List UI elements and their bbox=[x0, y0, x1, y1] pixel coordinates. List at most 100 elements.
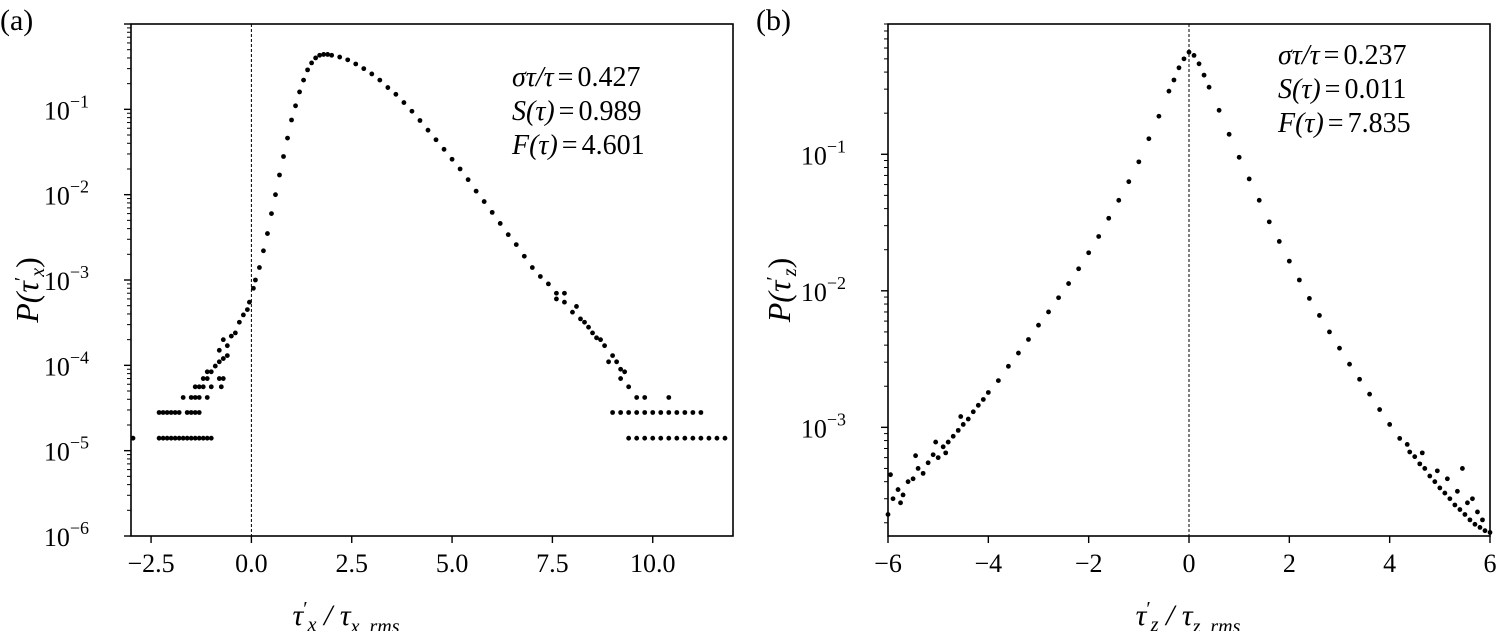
x-tick-label: −6 bbox=[874, 549, 902, 578]
data-point bbox=[1462, 512, 1468, 517]
x-tick-label: 6 bbox=[1484, 549, 1497, 578]
data-point bbox=[172, 435, 178, 441]
data-point bbox=[281, 154, 286, 159]
data-point bbox=[626, 435, 632, 441]
data-point bbox=[457, 166, 463, 172]
data-point bbox=[1407, 449, 1413, 455]
data-point bbox=[313, 55, 319, 61]
data-point bbox=[465, 177, 471, 183]
data-point bbox=[269, 211, 274, 216]
y-tick-label: 10−3 bbox=[801, 409, 846, 443]
data-point bbox=[1427, 473, 1433, 479]
data-point bbox=[602, 343, 607, 349]
data-point bbox=[192, 395, 198, 400]
data-point bbox=[690, 410, 696, 415]
data-point bbox=[1086, 250, 1092, 256]
panel-label: (b) bbox=[756, 4, 791, 37]
data-point bbox=[273, 192, 278, 198]
data-point bbox=[441, 146, 447, 152]
data-point bbox=[1347, 361, 1352, 367]
data-points bbox=[885, 49, 1493, 535]
data-point bbox=[473, 188, 479, 194]
data-point bbox=[1417, 461, 1423, 467]
annotation-skewness: S(τ) = 0.989 bbox=[512, 96, 641, 127]
data-point bbox=[285, 135, 290, 141]
data-point bbox=[208, 435, 214, 441]
data-point bbox=[1475, 509, 1480, 515]
y-axis-label: P(τ′z) bbox=[761, 258, 801, 323]
data-point bbox=[218, 384, 224, 390]
data-point bbox=[204, 376, 210, 381]
data-point bbox=[385, 85, 391, 90]
data-point bbox=[1467, 517, 1473, 523]
x-tick-label: 0.0 bbox=[235, 549, 268, 578]
data-point bbox=[658, 435, 664, 441]
data-point bbox=[970, 409, 976, 415]
x-tick-label: 2.5 bbox=[335, 549, 368, 578]
data-point bbox=[650, 410, 656, 415]
y-tick-label: 10−3 bbox=[44, 262, 89, 296]
data-point bbox=[489, 209, 495, 215]
data-point bbox=[1457, 507, 1463, 512]
data-point bbox=[666, 395, 672, 400]
data-point bbox=[578, 316, 583, 322]
x-axis: −6 −4 −2 0 2 4 6 bbox=[874, 536, 1497, 578]
data-point bbox=[920, 470, 926, 476]
data-point bbox=[180, 395, 186, 400]
data-point bbox=[642, 435, 648, 441]
x-tick-label: 10.0 bbox=[630, 549, 676, 578]
data-point bbox=[1106, 215, 1112, 221]
statistics-annotation: στ/τ = 0.237 S(τ) = 0.011 F(τ) = 7.835 bbox=[1277, 40, 1411, 139]
data-point bbox=[1460, 466, 1465, 471]
data-point bbox=[1442, 490, 1448, 496]
data-point bbox=[337, 54, 343, 60]
data-point bbox=[958, 414, 964, 419]
data-point bbox=[1480, 517, 1485, 523]
data-point bbox=[244, 307, 250, 312]
data-point bbox=[586, 324, 591, 330]
data-point bbox=[650, 435, 656, 441]
data-point bbox=[1216, 107, 1222, 113]
data-point bbox=[164, 435, 170, 441]
data-point bbox=[521, 253, 527, 259]
data-point bbox=[192, 435, 198, 441]
data-point bbox=[251, 285, 256, 291]
data-point bbox=[240, 312, 246, 318]
data-point bbox=[168, 410, 174, 415]
data-point bbox=[353, 61, 359, 67]
data-point bbox=[188, 395, 194, 400]
data-point bbox=[208, 369, 214, 375]
data-point bbox=[293, 103, 298, 109]
data-point bbox=[1412, 454, 1418, 460]
data-point bbox=[634, 435, 640, 441]
data-point bbox=[156, 410, 162, 415]
data-point bbox=[642, 395, 648, 400]
data-point bbox=[345, 57, 351, 63]
data-point bbox=[925, 460, 931, 466]
data-point bbox=[160, 410, 166, 415]
data-point bbox=[1337, 345, 1342, 351]
data-point bbox=[1387, 422, 1393, 427]
data-point bbox=[329, 52, 335, 58]
data-point bbox=[393, 91, 399, 97]
data-point bbox=[224, 343, 230, 349]
data-point bbox=[554, 290, 559, 296]
data-point bbox=[1076, 266, 1082, 272]
data-point bbox=[1454, 488, 1460, 494]
data-point bbox=[622, 369, 628, 375]
x-axis: −2.5 0.0 2.5 5.0 7.5 10.0 bbox=[127, 536, 675, 578]
data-point bbox=[1056, 295, 1061, 301]
data-point bbox=[682, 435, 688, 441]
data-point bbox=[1437, 485, 1443, 491]
x-axis-label: τ′x / τx, rms bbox=[293, 598, 400, 631]
data-point bbox=[1470, 496, 1475, 502]
data-point bbox=[277, 172, 282, 178]
data-point bbox=[1404, 441, 1410, 447]
data-point bbox=[309, 60, 314, 66]
data-point bbox=[265, 231, 270, 236]
data-point bbox=[626, 410, 632, 415]
x-tick-label: −2.5 bbox=[127, 549, 174, 578]
data-point bbox=[570, 309, 575, 315]
data-point bbox=[618, 366, 624, 372]
data-point bbox=[574, 304, 579, 309]
